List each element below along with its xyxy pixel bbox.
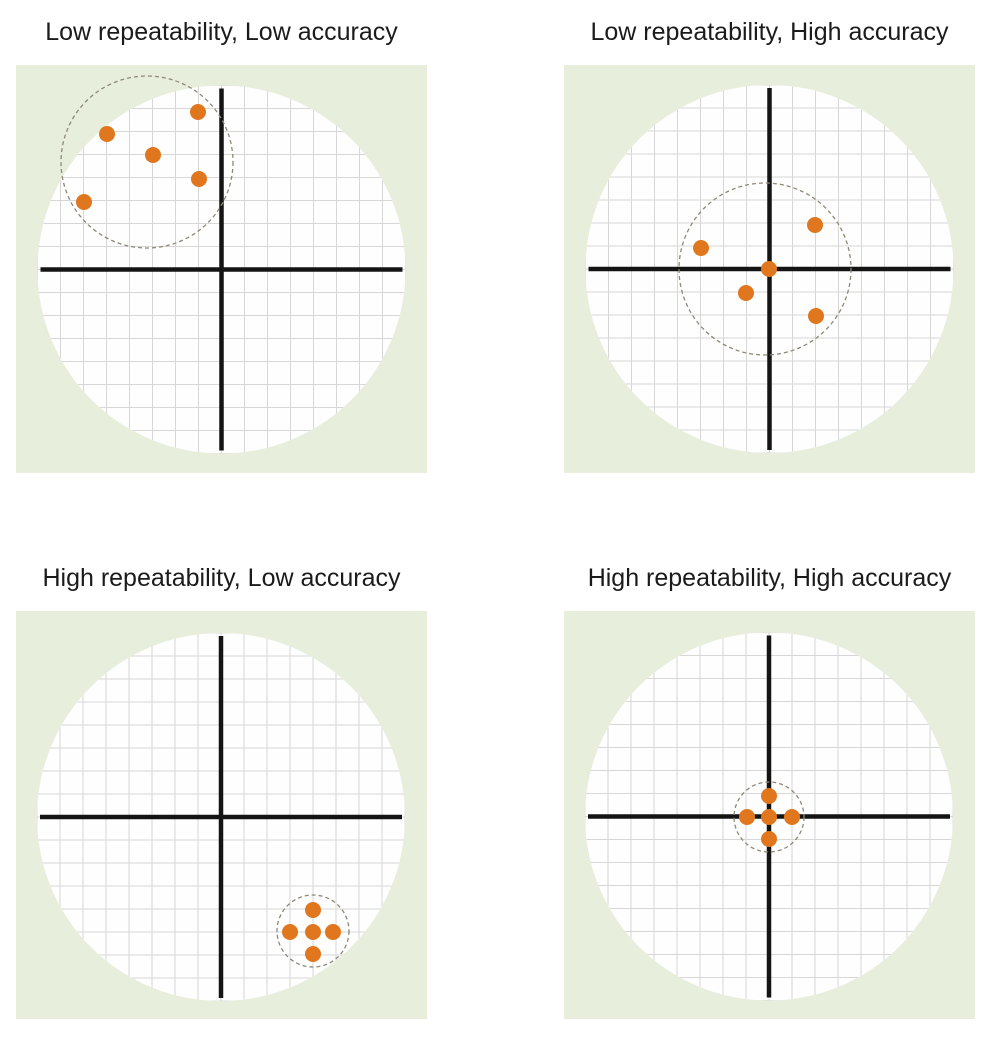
data-point [761, 831, 777, 847]
data-point [99, 126, 115, 142]
crosshair-axes [40, 88, 403, 451]
panel-low-rep-high-acc: Low repeatability, High accuracy [564, 14, 975, 473]
data-point [807, 217, 823, 233]
panel-high-rep-high-acc: High repeatability, High accuracy [564, 560, 975, 1019]
data-point [808, 308, 824, 324]
data-point [282, 924, 298, 940]
data-point [305, 946, 321, 962]
spread-dashed-circle [60, 75, 234, 249]
spread-dashed-circle [733, 781, 805, 853]
panel-high-rep-low-acc: High repeatability, Low accuracy [16, 560, 427, 1019]
data-point [76, 194, 92, 210]
target-chart-high-rep-high-acc [564, 611, 975, 1019]
panel-title-low-rep-high-acc: Low repeatability, High accuracy [590, 18, 949, 46]
data-point [305, 924, 321, 940]
data-point [145, 147, 161, 163]
target-chart-high-rep-low-acc [16, 611, 427, 1019]
data-point [761, 809, 777, 825]
data-point [761, 788, 777, 804]
data-point [325, 924, 341, 940]
spread-dashed-circle [276, 894, 350, 968]
panel-title-high-rep-high-acc: High repeatability, High accuracy [587, 564, 952, 592]
spread-dashed-circle [678, 182, 852, 356]
data-point [761, 261, 777, 277]
data-point [784, 809, 800, 825]
crosshair-axes [40, 636, 402, 998]
target-chart-low-rep-high-acc [564, 65, 975, 473]
data-point [739, 809, 755, 825]
data-point [190, 104, 206, 120]
panel-low-rep-low-acc: Low repeatability, Low accuracy [16, 14, 427, 473]
data-point [693, 240, 709, 256]
data-point [305, 902, 321, 918]
panel-title-high-rep-low-acc: High repeatability, Low accuracy [42, 564, 401, 592]
target-chart-low-rep-low-acc [16, 65, 427, 473]
data-point [191, 171, 207, 187]
data-point [738, 285, 754, 301]
panel-title-low-rep-low-acc: Low repeatability, Low accuracy [45, 18, 398, 46]
